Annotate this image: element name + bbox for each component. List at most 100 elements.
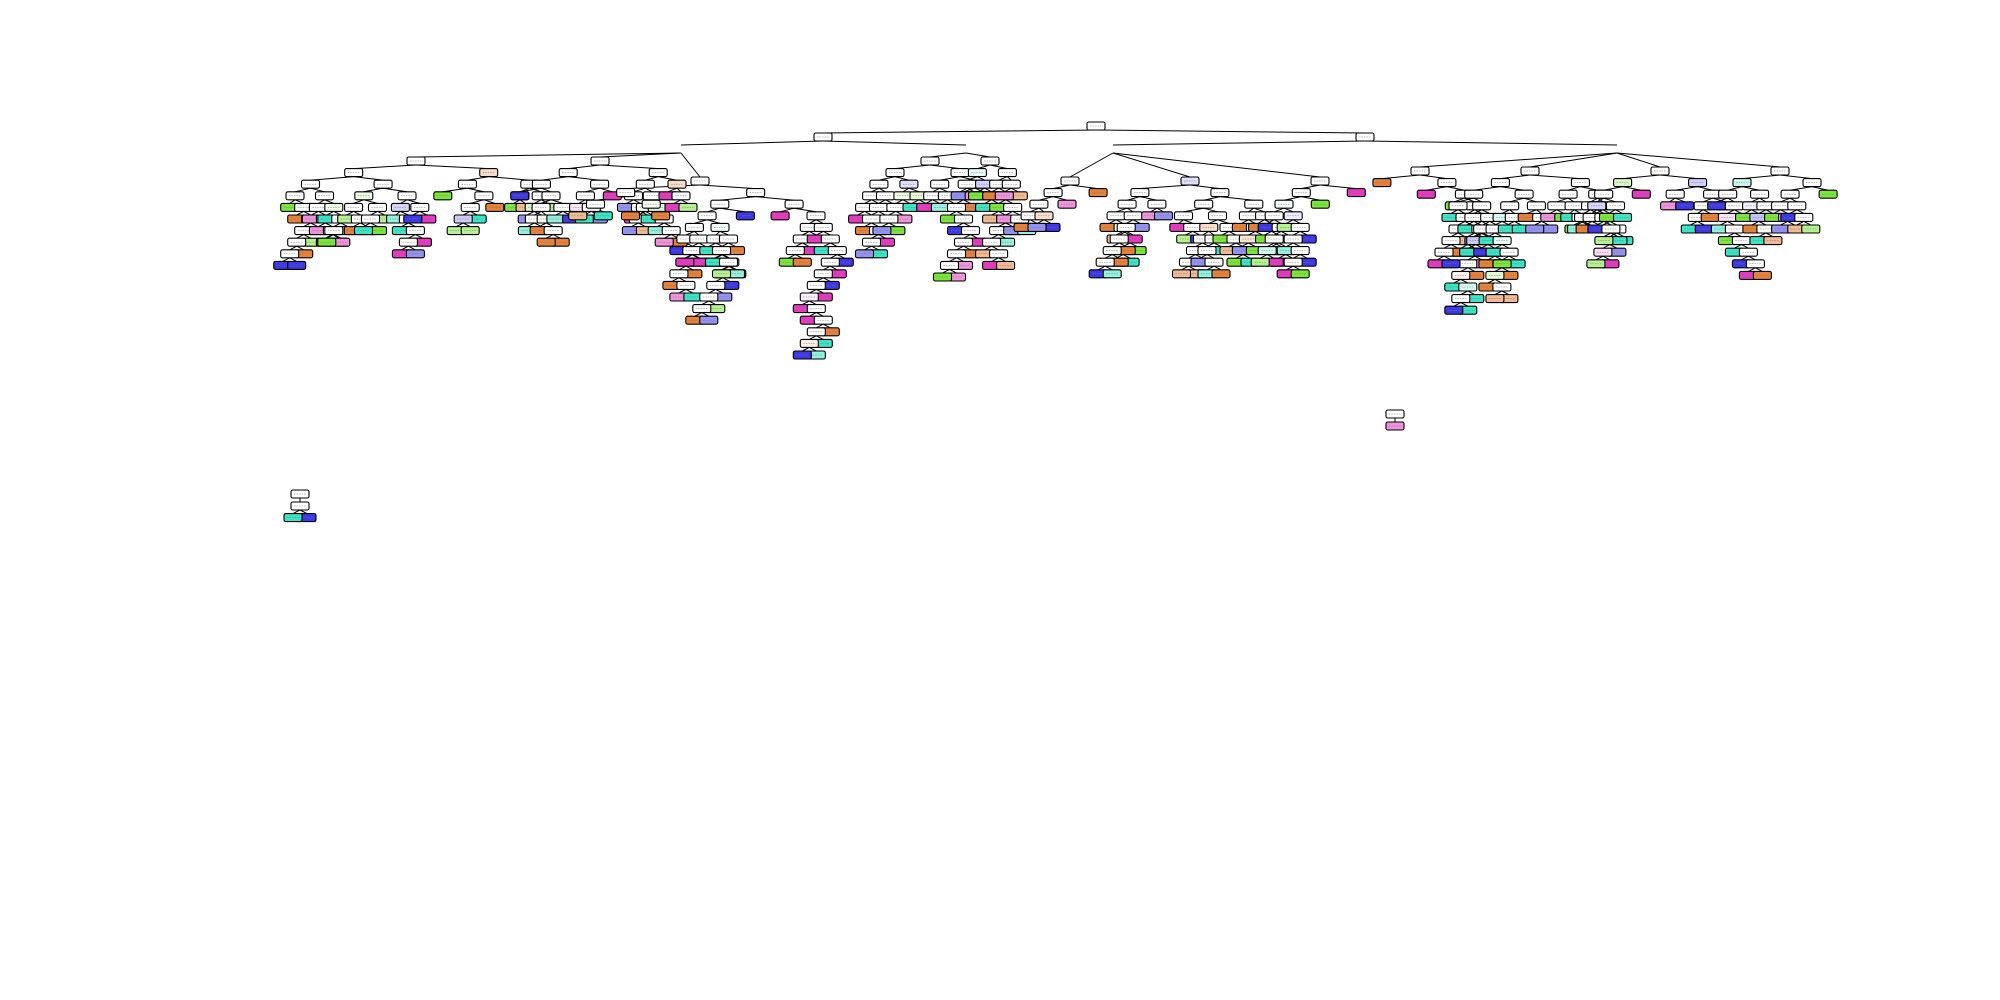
tree-edge [802,346,810,352]
tree-edge [527,222,535,228]
tree-edge [1734,244,1742,249]
tree-edge [656,222,665,228]
tree-edge [1541,220,1549,226]
tree-edge [1475,232,1483,238]
tree-edge [1115,230,1124,236]
tree-edge [1759,197,1767,203]
tree-edge [353,210,361,216]
tree-edge [1112,140,1366,146]
tree-edge [823,265,831,271]
tree-edge [823,230,831,236]
tree-edge [701,300,710,306]
tree-edge [680,152,701,178]
tree-edge [691,254,700,259]
tree-edge [998,234,1006,239]
tree-edge [1283,207,1294,213]
tree-edge [296,210,304,216]
tree-edge [555,210,564,216]
tree-edge [1741,186,1760,191]
tree-edge [1036,219,1045,224]
tree-edge [1703,197,1713,203]
tree-edge [1580,186,1598,191]
tree-edge [802,242,810,248]
tree-edge [1616,152,1661,168]
tree-edge [1466,220,1475,226]
tree-edge [895,210,904,216]
tree-edge [626,199,634,204]
tree-edge [303,234,311,239]
tree-edge [779,207,795,213]
tree-edge [1095,129,1366,134]
tree-edge [282,257,290,262]
tree-edge [1596,197,1604,203]
tree-edge [1419,174,1447,180]
tree-edge [395,210,401,216]
tree-edge [1527,209,1537,214]
tree-edge [878,176,896,181]
tree-edge [1241,219,1249,224]
tree-edge [802,300,810,306]
tree-edge [939,176,961,181]
tree-edge [1741,244,1749,249]
tree-edge [956,222,964,228]
tree-edge [894,176,910,181]
tree-edge [1494,267,1503,272]
tree-edge [1450,244,1459,249]
tree-edge [353,222,361,228]
tree-edge [684,254,693,259]
tree-edge [1156,207,1164,213]
tree-edge [830,254,838,259]
tree-edge [1457,197,1474,203]
tree-edge [895,199,904,204]
tree-edge [715,231,721,236]
tree-edge [1248,230,1256,236]
tree-edge [1464,220,1473,226]
tree-edge [1301,184,1321,190]
tree-edge [1457,209,1466,214]
tree-edge [823,323,831,329]
tree-edge [1697,220,1705,226]
tree-edge [1796,209,1805,214]
tree-edge [1043,219,1052,224]
tree-edge [1474,255,1483,261]
tree-edge [1202,230,1210,236]
tree-edge [1567,186,1581,191]
tree-edge [1523,197,1537,203]
tree-edge [534,210,542,216]
tree-edge [1780,197,1791,203]
tree-edge [911,199,920,204]
tree-edge [538,222,547,228]
tree-edge [667,187,678,193]
tree-edge [1255,230,1263,236]
tree-edge [864,222,872,228]
tree-edge [694,312,703,317]
tree-edge [1280,230,1289,236]
tree-edge [1257,219,1265,224]
tree-edge [1443,255,1452,261]
tree-edge [802,230,810,236]
tree-edge [1595,255,1604,261]
tree-edge [1787,220,1795,226]
tree-edge [363,222,371,228]
tree-edge [1181,265,1189,271]
tree-edge [864,199,872,204]
tree-edge [1690,220,1698,226]
tree-edge [1273,219,1282,224]
tree-edge [1228,242,1237,248]
tree-edge [692,254,701,259]
tree-edge [1292,219,1301,224]
tree-edge [1285,265,1294,271]
tree-edge [1273,230,1282,236]
tree-edge [1556,197,1569,203]
tree-edge [325,222,333,228]
tree-edge [370,210,378,216]
tree-edge [1278,254,1286,259]
tree-edge [998,257,1006,262]
tree-edge [1609,244,1618,249]
tree-nodes [273,121,1838,523]
tree-edge [1217,219,1230,224]
tree-edge [326,234,335,239]
tree-edge [729,265,738,271]
tree-edge [1178,219,1184,224]
tree-edge [1487,255,1496,261]
